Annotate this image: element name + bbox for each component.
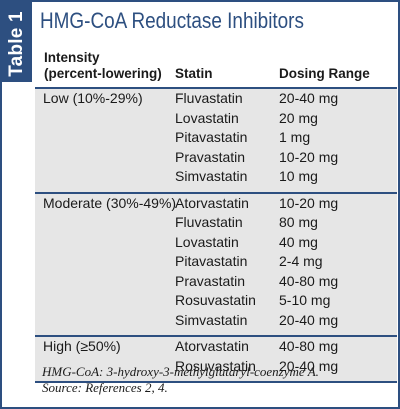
table-row: Pravastatin 40-80 mg [35, 273, 397, 293]
dosing-range: 2-4 mg [279, 253, 323, 269]
dosing-range: 40 mg [279, 233, 318, 250]
table-title: HMG-CoA Reductase Inhibitors [40, 8, 304, 33]
table-number-label: Table 1 [6, 11, 27, 77]
dosing-range: 10-20 mg [279, 194, 339, 211]
statin-name: Atorvastatin [175, 194, 249, 211]
header-dosing-range: Dosing Range [279, 66, 370, 81]
statin-name: Pravastatin [175, 272, 246, 289]
intensity-group: Low (10%-29%) Fluvastatin 20-40 mg Lovastat… [35, 89, 397, 194]
statin-name: Lovastatin [175, 233, 239, 250]
intensity-label: Moderate (30%-49%) [43, 194, 177, 211]
table-row: Atorvastatin 10-20 mg [35, 195, 397, 215]
table-row: Atorvastatin 40-80 mg [35, 338, 397, 358]
header-intensity-line1: Intensity [44, 50, 100, 65]
header-intensity-line2: (percent-lowering) [44, 66, 162, 81]
table-row: Fluvastatin 20-40 mg [35, 90, 397, 110]
intensity-group: Moderate (30%-49%) Atorvastatin 10-20 mg Fl… [35, 193, 397, 337]
dosing-range: 80 mg [279, 214, 318, 230]
table-body: Low (10%-29%) Fluvastatin 20-40 mg Lovastat… [35, 87, 397, 383]
intensity-label: Low (10%-29%) [43, 90, 143, 106]
dosing-range: 20-40 mg [279, 357, 339, 374]
table-row: Fluvastatin 80 mg [35, 214, 397, 234]
dosing-range: 1 mg [279, 129, 311, 145]
table-row: Pravastatin 10-20 mg [35, 149, 397, 169]
dosing-range: 5-10 mg [279, 292, 331, 308]
statin-name: Fluvastatin [175, 90, 243, 106]
intensity-label: High (≥50%) [43, 338, 121, 354]
table-footnote: HMG-CoA: 3-hydroxy-3-methylglutaryl-coen… [42, 364, 394, 396]
statin-name: Lovastatin [175, 109, 239, 126]
table-label-tab: Table 1 [2, 2, 32, 82]
statin-name: Rosuvastatin [175, 357, 256, 374]
dosing-range: 40-80 mg [279, 272, 339, 289]
statin-name: Pravastatin [175, 148, 246, 165]
footnote-source: Source: References 2, 4. [42, 380, 168, 395]
statin-name: Atorvastatin [175, 338, 249, 354]
footnote-abbreviation: HMG-CoA: 3-hydroxy-3-methylglutaryl-coen… [42, 364, 319, 379]
dosing-range: 10 mg [279, 168, 318, 184]
dosing-range: 40-80 mg [279, 338, 339, 354]
dosing-range: 20-40 mg [279, 311, 339, 328]
intensity-group: High (≥50%) Atorvastatin 40-80 mg Rosuvasta… [35, 337, 397, 383]
statin-name: Simvastatin [175, 311, 248, 328]
table-row: Lovastatin 20 mg [35, 110, 397, 130]
dosing-range: 10-20 mg [279, 148, 339, 165]
statin-name: Pitavastatin [175, 253, 248, 269]
table-row: Simvastatin 10 mg [35, 168, 397, 188]
statin-name: Rosuvastatin [175, 292, 256, 308]
table-row: Pitavastatin 2-4 mg [35, 253, 397, 273]
table-row: Rosuvastatin 5-10 mg [35, 292, 397, 312]
statin-name: Simvastatin [175, 168, 248, 184]
table-row: Rosuvastatin 20-40 mg [35, 358, 397, 378]
header-statin: Statin [175, 66, 213, 81]
table-row: Simvastatin 20-40 mg [35, 312, 397, 332]
table-row: Lovastatin 40 mg [35, 234, 397, 254]
dosing-range: 20 mg [279, 109, 318, 126]
statin-name: Pitavastatin [175, 129, 248, 145]
dosing-range: 20-40 mg [279, 90, 339, 106]
statin-name: Fluvastatin [175, 214, 243, 230]
table-row: Pitavastatin 1 mg [35, 129, 397, 149]
